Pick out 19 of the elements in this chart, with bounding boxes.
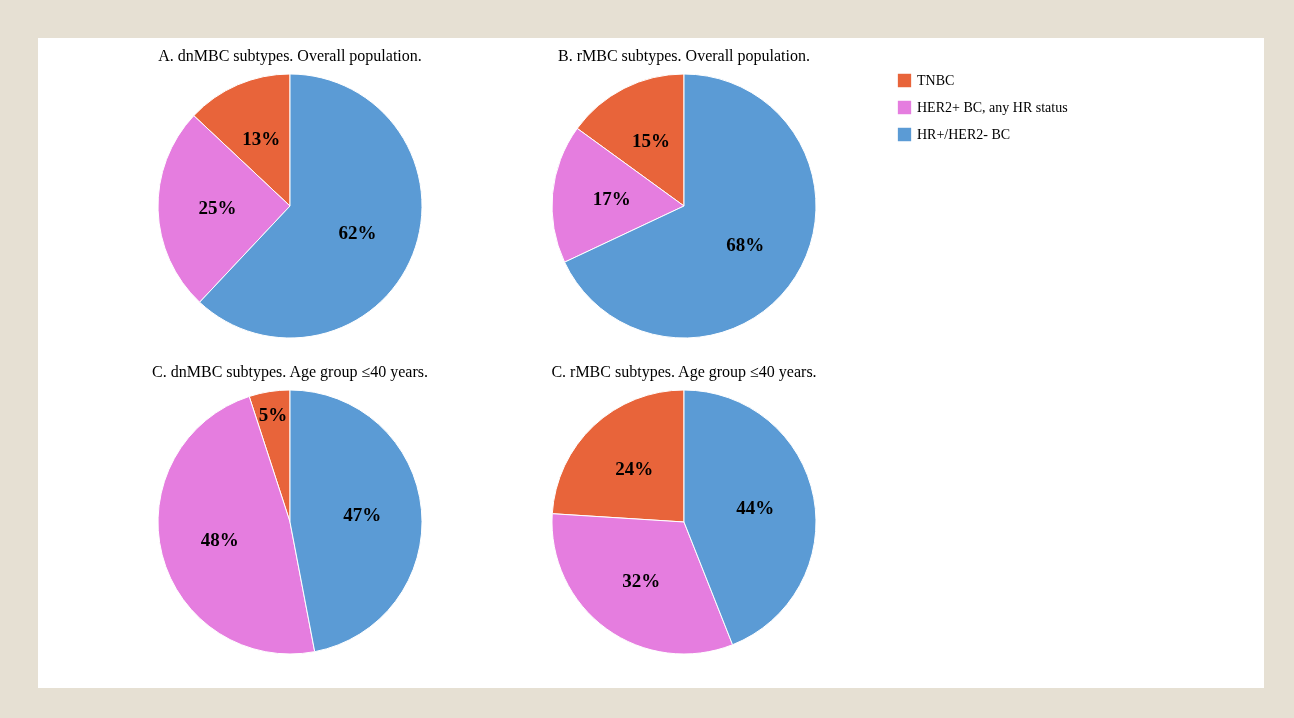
data-label: 15% [632,130,671,152]
chart-title: A. dnMBC subtypes. Overall population. [158,47,422,65]
data-label: 48% [200,529,239,551]
data-label: 25% [198,197,237,219]
chart-title: C. dnMBC subtypes. Age group ≤40 years. [152,363,428,381]
data-label: 24% [615,458,654,480]
chart-title: B. rMBC subtypes. Overall population. [558,47,810,65]
legend-label: TNBC [917,72,955,88]
legend-label: HR+/HER2- BC [917,126,1011,142]
data-label: 17% [592,188,631,210]
data-label: 5% [258,404,288,426]
legend-label: HER2+ BC, any HR status [917,99,1068,115]
data-label: 32% [622,569,661,591]
data-label: 62% [338,221,377,243]
data-label: 47% [343,504,382,526]
data-label: 68% [726,233,765,255]
data-label: 13% [242,128,281,150]
data-label: 44% [736,497,775,519]
chart-title: C. rMBC subtypes. Age group ≤40 years. [551,363,817,381]
